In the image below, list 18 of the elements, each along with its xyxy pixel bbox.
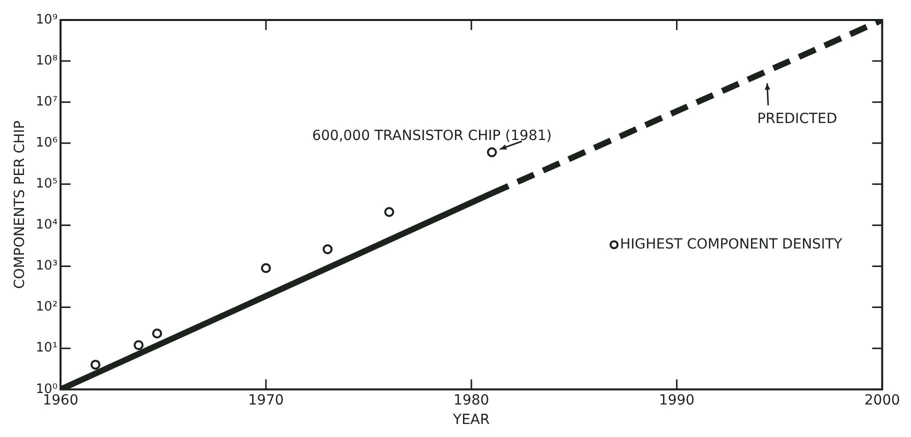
y-tick-label: 10⁴ <box>36 218 58 233</box>
y-tick-label: 10² <box>36 300 58 315</box>
annotation: PREDICTED <box>757 110 838 127</box>
y-axis-title: COMPONENTS PER CHIP <box>12 120 28 289</box>
x-tick-label: 1970 <box>248 392 284 408</box>
x-tick-label: 2000 <box>864 392 900 408</box>
y-tick-label: 10⁹ <box>36 12 58 28</box>
y-tick-label: 10³ <box>36 258 58 274</box>
annotation: 600,000 TRANSISTOR CHIP (1981) <box>312 128 552 144</box>
y-tick-label: 10⁸ <box>36 53 58 68</box>
y-tick-label: 10⁶ <box>36 136 58 151</box>
x-axis-title: YEAR <box>452 412 490 428</box>
y-tick-label: 10⁷ <box>36 94 58 110</box>
x-tick-label: 1980 <box>454 392 490 408</box>
x-tick-label: 1990 <box>658 392 695 408</box>
y-tick-label: 10⁵ <box>36 176 58 192</box>
y-tick-label: 10¹ <box>36 340 58 356</box>
legend-label: HIGHEST COMPONENT DENSITY <box>620 236 843 252</box>
